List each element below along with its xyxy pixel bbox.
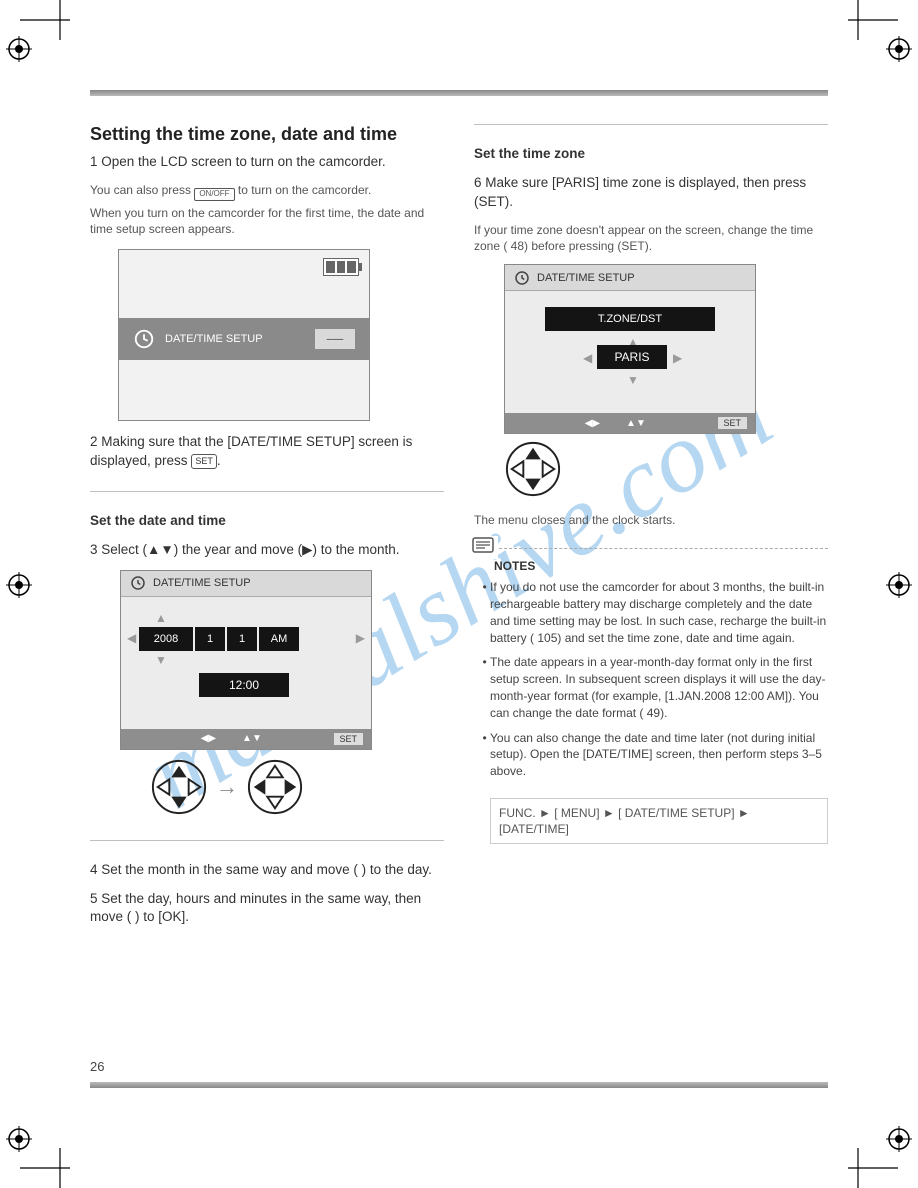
triangle-left-icon: ◀ — [583, 351, 592, 365]
step1-note-a: You can also press ON/OFF to turn on the… — [90, 182, 444, 201]
date-ampm: AM — [259, 627, 299, 651]
top-rule — [90, 90, 828, 96]
arrows-icon: ◀▶ — [201, 733, 216, 744]
note-item: You can also change the date and time la… — [490, 730, 828, 780]
text: ) the year and move ( — [174, 542, 302, 557]
tz-heading: Set the time zone — [474, 145, 828, 164]
clock-icon — [133, 328, 155, 350]
text: 2 Making sure that the [DATE/TIME SETUP]… — [90, 434, 412, 468]
dpad-sequence: → — [150, 758, 444, 816]
notes-block: NOTES If you do not use the camcorder fo… — [474, 548, 828, 844]
clock-icon — [513, 269, 531, 287]
text: 3 Select ( — [90, 542, 147, 557]
time-value: 12:00 — [199, 673, 289, 697]
registration-mark — [6, 572, 32, 598]
arrows-icon: ◀▶ — [585, 418, 600, 429]
crop-mark — [20, 1148, 90, 1188]
left-column: Setting the time zone, date and time 1 O… — [90, 114, 444, 937]
arrow-right-icon: → — [216, 774, 238, 800]
date-y: 2008 — [139, 627, 193, 651]
footer-set: SET — [718, 417, 748, 429]
crop-mark — [20, 0, 90, 40]
note-item: If you do not use the camcorder for abou… — [490, 579, 828, 646]
band-value: ––– — [315, 329, 355, 349]
footer: ◀▶ ▲▼ SET — [121, 729, 371, 749]
footer-set: SET — [334, 733, 364, 745]
right-column: Set the time zone 6 Make sure [PARIS] ti… — [474, 114, 828, 937]
crop-mark — [828, 1148, 898, 1188]
arrows-icon: ▲▼ — [242, 733, 262, 744]
dpad-updown-icon — [150, 758, 208, 816]
separator — [90, 840, 444, 841]
triangle-right-icon: ▶ — [356, 631, 365, 645]
dpad-all-icon — [504, 440, 562, 498]
text: to turn on the camcorder. — [238, 183, 371, 197]
clock-icon — [129, 574, 147, 592]
battery-icon — [323, 258, 359, 276]
triangle-left-icon: ◀ — [127, 631, 136, 645]
triangle-down-icon: ▼ — [155, 653, 167, 667]
step3: 3 Select (▲▼) the year and move (▶) to t… — [90, 541, 444, 560]
step6: 6 Make sure [PARIS] time zone is display… — [474, 174, 828, 212]
dpad-leftright-icon — [246, 758, 304, 816]
section-heading: Setting the time zone, date and time — [90, 124, 444, 145]
date-d: 1 — [227, 627, 257, 651]
arrows-icon: ▲▼ — [626, 418, 646, 429]
step1-note-b: When you turn on the camcorder for the f… — [90, 205, 444, 237]
crop-mark — [828, 0, 898, 40]
text: You can also press — [90, 183, 191, 197]
title-bar: DATE/TIME SETUP — [505, 265, 755, 291]
triangle-up-icon: ▲ — [155, 611, 167, 625]
title-text: DATE/TIME SETUP — [153, 577, 251, 589]
page: Setting the time zone, date and time 1 O… — [90, 90, 828, 1088]
date-parts: 2008 1 1 AM — [139, 627, 299, 651]
screen-date: DATE/TIME SETUP ▲ ▼ ◀ ▶ 2008 1 1 AM 12:0… — [120, 570, 372, 750]
registration-mark — [886, 572, 912, 598]
bottom-rule — [90, 1082, 828, 1088]
step2: 2 Making sure that the [DATE/TIME SETUP]… — [90, 433, 444, 471]
step6-sub: If your time zone doesn't appear on the … — [474, 222, 828, 254]
separator — [474, 124, 828, 125]
menu-band: DATE/TIME SETUP ––– — [119, 318, 369, 360]
notes-heading: NOTES — [494, 559, 828, 573]
text: ) to the month. — [312, 542, 399, 557]
note-item: The date appears in a year-month-day for… — [490, 654, 828, 721]
screen-initial: DATE/TIME SETUP ––– — [118, 249, 370, 421]
triangle-down-icon: ▼ — [627, 373, 639, 387]
set-icon: SET — [191, 454, 217, 469]
notes-icon — [468, 536, 498, 559]
date-m: 1 — [195, 627, 225, 651]
title-bar: DATE/TIME SETUP — [121, 571, 371, 597]
step5: 5 Set the day, hours and minutes in the … — [90, 890, 444, 928]
date-heading: Set the date and time — [90, 512, 444, 531]
footer: ◀▶ ▲▼ SET — [505, 413, 755, 433]
bar-label: T.ZONE/DST — [545, 307, 715, 331]
menu-path: FUNC. ► [ MENU] ► [ DATE/TIME SETUP] ► [… — [490, 798, 828, 844]
step4: 4 Set the month in the same way and move… — [90, 861, 444, 880]
page-number: 26 — [90, 1059, 104, 1074]
screen-timezone: DATE/TIME SETUP T.ZONE/DST ▲ PARIS ▼ ◀ ▶… — [504, 264, 756, 434]
triangle-right-icon: ▶ — [673, 351, 682, 365]
band-label: DATE/TIME SETUP — [165, 333, 315, 345]
tz-value: PARIS — [597, 345, 667, 369]
power-icon: ON/OFF — [194, 188, 234, 201]
tip: The menu closes and the clock starts. — [474, 512, 828, 528]
separator — [90, 491, 444, 492]
step1: 1 Open the LCD screen to turn on the cam… — [90, 153, 444, 172]
title-text: DATE/TIME SETUP — [537, 272, 635, 284]
